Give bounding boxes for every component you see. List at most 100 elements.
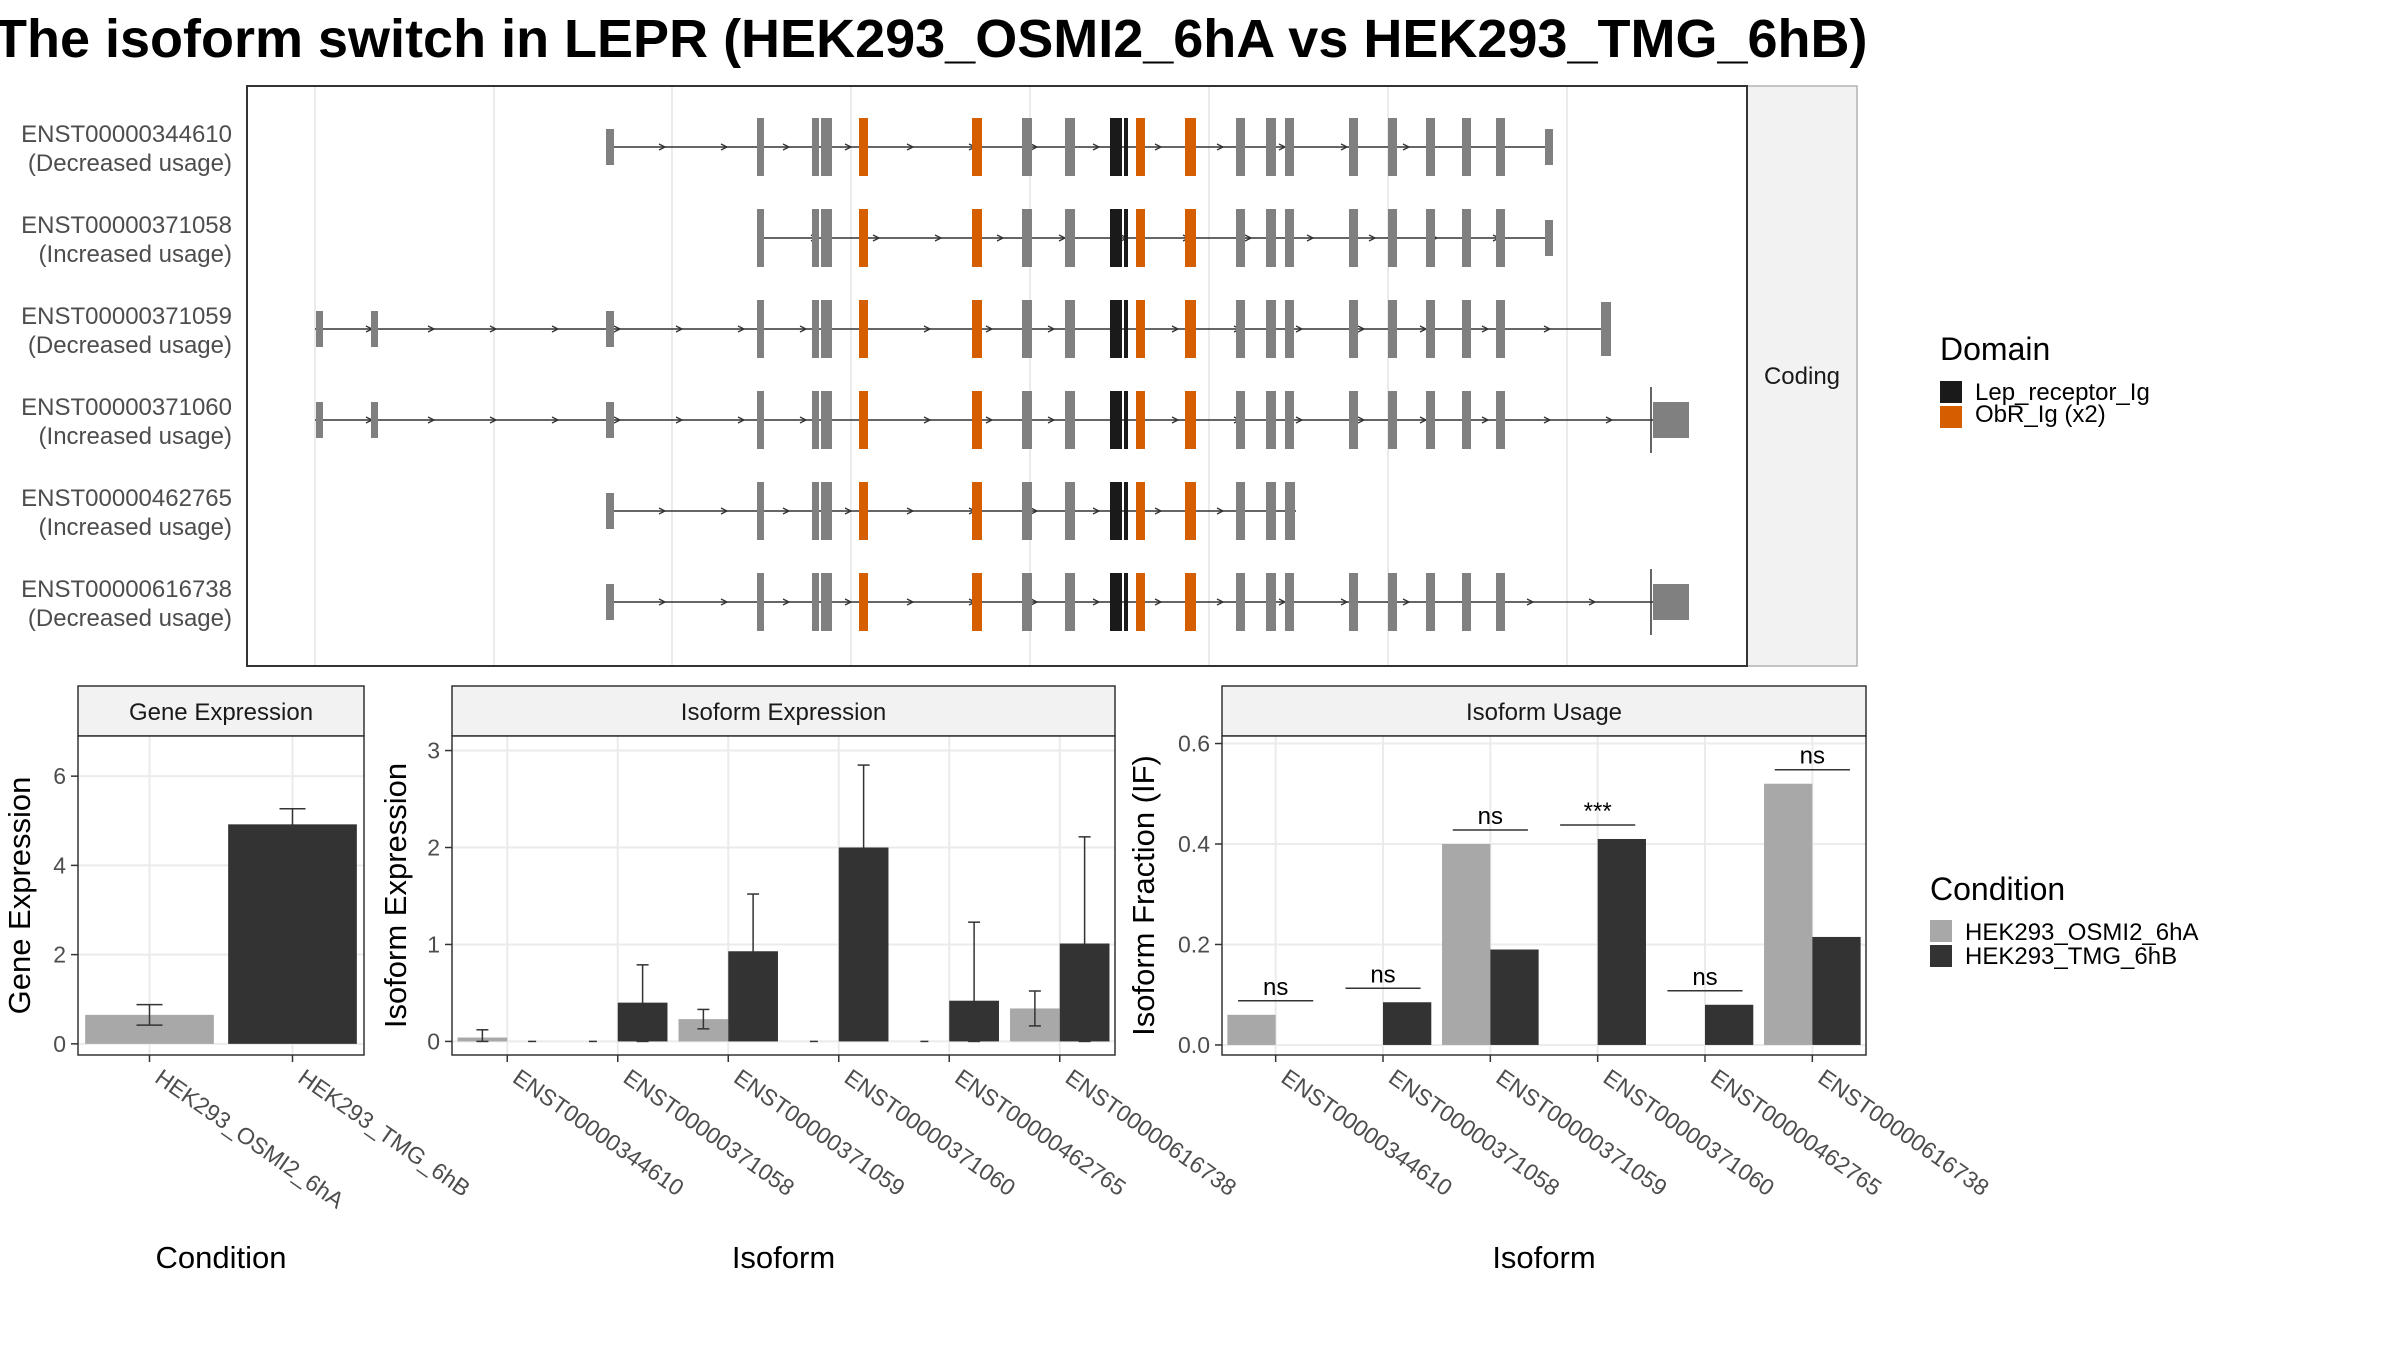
panel-strip-title: Gene Expression [129,699,313,726]
utr-exon [1653,402,1689,438]
exon [1022,118,1032,176]
direction-arrow [923,416,932,424]
bar [1812,936,1861,1045]
coding-strip [1746,85,1858,667]
y-tick-label: 3 [427,738,440,764]
exon [1349,573,1358,631]
direction-arrow [489,416,498,424]
panel-border [77,735,365,1056]
obr-ig-domain [1136,391,1145,449]
exon [1462,391,1471,449]
transcript-id-label: ENST00000462765 [21,485,232,512]
structure-panel-bg [247,86,1747,666]
transcript-id-label: ENST00000371060 [21,394,232,421]
lep-receptor-ig-domain [1124,391,1128,449]
exon [1545,220,1553,256]
exon [757,209,764,267]
direction-arrow [906,143,915,151]
exon [1022,391,1032,449]
exon [1462,209,1471,267]
exon [821,118,832,176]
exon [757,118,764,176]
direction-arrow [613,416,622,424]
direction-arrow [1171,416,1180,424]
direction-arrow [1216,598,1225,606]
direction-arrow [1030,143,1039,151]
direction-arrow [1154,143,1163,151]
bar [1227,1014,1276,1045]
direction-arrow [551,325,560,333]
obr-ig-domain [859,391,868,449]
transcript-id-label: ENST00000616738 [21,576,232,603]
direction-arrow [658,598,667,606]
exon [1285,300,1294,358]
obr-ig-domain [1185,573,1196,631]
lep-receptor-ig-domain [1110,573,1122,631]
x-axis-title: Condition [156,1240,287,1275]
x-tick-label: ENST00000371060 [1599,1064,1779,1201]
exon [1388,391,1397,449]
exon [316,311,323,347]
exon [1290,482,1295,540]
y-tick-label: 2 [427,835,440,861]
obr-ig-domain [859,573,868,631]
direction-arrow [782,598,791,606]
obr-ig-domain [1185,391,1196,449]
y-tick-label: 0.2 [1178,931,1210,957]
exon [812,300,819,358]
exon [606,402,614,438]
direction-arrow [1092,507,1101,515]
exon [1349,391,1358,449]
direction-arrow [1092,598,1101,606]
exon [821,209,832,267]
direction-arrow [799,325,808,333]
exon [812,391,819,449]
exon [1065,300,1075,358]
x-axis-title: Isoform [1492,1240,1595,1275]
obr-ig-domain [972,482,982,540]
direction-arrow [720,507,729,515]
structure-panel-border [246,85,1748,667]
direction-arrow [985,416,994,424]
direction-arrow [1368,234,1377,242]
exon [1349,300,1358,358]
bar [228,824,357,1044]
direction-arrow [427,325,436,333]
direction-arrow [658,143,667,151]
obr-ig-domain [1136,300,1145,358]
significance-label: ns [1370,961,1395,988]
obr-ig-domain [1185,118,1196,176]
direction-arrow [923,325,932,333]
direction-arrow [551,416,560,424]
domain-legend-title: Domain [1940,331,2050,367]
obr-ig-domain [1136,573,1145,631]
exon [1022,209,1032,267]
lep-receptor-ig-domain [1124,300,1128,358]
direction-arrow [1402,598,1411,606]
exon [606,311,614,347]
domain-legend-label: ObR_Ig (x2) [1975,401,2106,428]
panel-strip-title: Isoform Usage [1466,699,1622,726]
exon [1388,573,1397,631]
domain-legend-label: Lep_receptor_Ig [1975,379,2150,406]
obr-ig-domain [1185,482,1196,540]
exon [1236,209,1245,267]
exon [316,402,323,438]
x-tick-label: ENST00000616738 [1813,1064,1993,1201]
direction-arrow [906,507,915,515]
exon [1266,300,1276,358]
direction-arrow [675,325,684,333]
exon [1426,118,1435,176]
transcript-usage-label: (Decreased usage) [28,605,232,632]
obr-ig-domain [1136,209,1145,267]
direction-arrow [996,234,1005,242]
direction-arrow [1154,507,1163,515]
exon [1462,300,1471,358]
transcript-usage-label: (Decreased usage) [28,332,232,359]
exon [1496,391,1505,449]
transcript-id-label: ENST00000371058 [21,212,232,239]
bar [1764,783,1813,1045]
direction-arrow [1357,325,1366,333]
exon [1266,391,1276,449]
